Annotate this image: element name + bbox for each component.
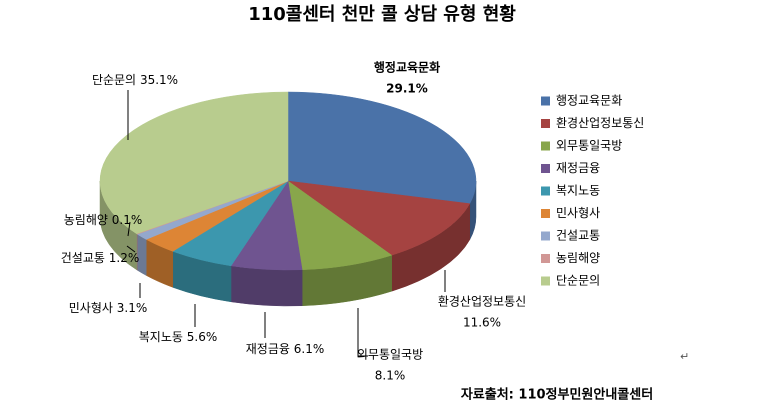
legend-swatch: [541, 96, 550, 106]
pie-slice: [99, 91, 289, 235]
data-label-name: 환경산업정보통신: [438, 295, 526, 309]
pie-sides: [99, 180, 477, 307]
data-label-name: 재정금융: [246, 342, 290, 356]
data-label-value: 29.1%: [386, 82, 428, 96]
legend-swatch: [541, 164, 550, 173]
legend-label: 농림해양: [556, 251, 600, 265]
data-label-value: 35.1%: [140, 73, 178, 87]
legend-swatch: [541, 276, 550, 286]
chart-title: 110콜센터 천만 콜 상담 유형 현황: [248, 4, 516, 25]
data-label-name: 외무통일국방: [357, 348, 423, 362]
legend-label: 행정교육문화: [556, 93, 622, 108]
data-label: 농림해양 0.1%: [64, 213, 143, 227]
legend-label: 복지노동: [556, 184, 600, 198]
data-label: 건설교통 1.2%: [61, 251, 140, 265]
legend-label: 환경산업정보통신: [556, 116, 644, 130]
data-label: 복지노동 5.6%: [139, 330, 218, 344]
leader-line: [127, 221, 131, 237]
pie-slice: [287, 180, 393, 271]
leader-line: [357, 308, 368, 357]
legend-label: 단순문의: [556, 274, 600, 288]
leader-line: [126, 245, 136, 253]
pie-slice: [287, 91, 477, 204]
data-label-name: 행정교육문화: [374, 60, 440, 75]
data-label: 재정금융 6.1%: [246, 342, 325, 356]
legend-label: 외무통일국방: [556, 139, 622, 153]
data-label-value: 8.1%: [375, 369, 406, 383]
pie-side: [230, 265, 303, 307]
legend-label: 재정금융: [556, 161, 600, 175]
data-label-name: 단순문의: [92, 73, 136, 87]
legend-swatch: [541, 186, 550, 196]
legend-swatch: [541, 209, 550, 218]
data-label-value: 1.2%: [109, 251, 140, 265]
pie-slice: [287, 180, 471, 256]
legend-swatch: [541, 254, 550, 263]
data-label-name: 농림해양: [64, 213, 108, 227]
legend-swatch: [541, 119, 550, 128]
data-label-value: 5.6%: [187, 330, 218, 344]
legend-label: 민사형사: [556, 206, 600, 220]
data-label-name: 복지노동: [139, 330, 183, 344]
data-label-value: 11.6%: [463, 316, 501, 330]
data-label-name: 건설교통: [61, 251, 105, 265]
legend-label: 건설교통: [556, 229, 600, 243]
data-label-name: 민사형사: [69, 301, 113, 315]
legend-swatch: [541, 231, 550, 241]
legend-swatch: [541, 141, 550, 151]
data-label: 민사형사 3.1%: [69, 301, 148, 315]
pie-tops: [99, 91, 477, 271]
data-label-value: 3.1%: [117, 301, 148, 315]
data-label: 단순문의 35.1%: [92, 73, 178, 87]
paragraph-mark: ↵: [680, 350, 689, 363]
data-label-value: 0.1%: [112, 213, 143, 227]
data-label-value: 6.1%: [294, 342, 325, 356]
source: 자료출처: 110정부민원안내콜센터: [461, 387, 653, 403]
